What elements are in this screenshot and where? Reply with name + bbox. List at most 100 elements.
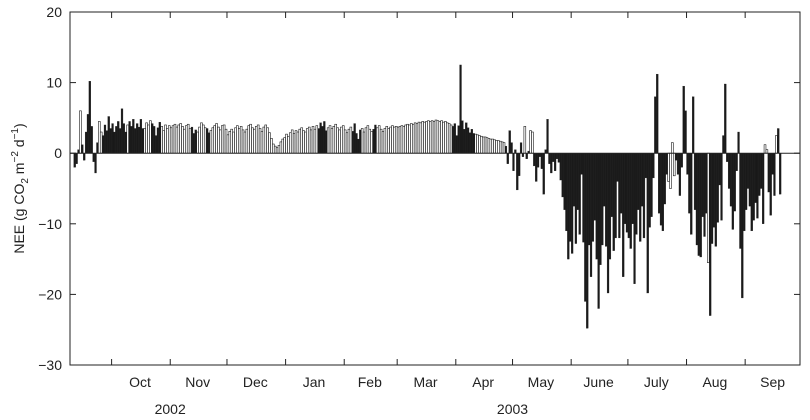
bar-measured — [690, 153, 693, 235]
bar-measured — [536, 153, 540, 168]
bar-measured — [111, 123, 114, 154]
bar-measured — [137, 126, 141, 154]
bar-measured — [769, 153, 772, 216]
bar-gapfilled — [188, 128, 192, 154]
bar-measured — [773, 153, 776, 196]
bar-gapfilled — [149, 120, 152, 154]
bar-measured — [554, 153, 557, 171]
bar-measured — [518, 153, 521, 176]
bar-measured — [752, 153, 755, 221]
ylabel-mid: m — [11, 163, 27, 179]
bar-gapfilled — [315, 125, 319, 154]
plot-border — [69, 11, 801, 366]
bar-measured — [521, 153, 525, 157]
bar-measured — [724, 83, 727, 154]
bar-measured — [714, 153, 717, 247]
bar-measured — [514, 149, 517, 154]
x-year-label: 2003 — [497, 401, 528, 417]
bar-measured — [663, 153, 666, 205]
bar-measured — [105, 130, 108, 154]
bar-measured — [682, 85, 685, 154]
bar-measured — [695, 153, 699, 246]
bar-measured — [629, 153, 632, 249]
bar-gapfilled — [99, 131, 103, 154]
bar-measured — [779, 153, 782, 195]
x-month-label: Aug — [702, 374, 727, 390]
bar-measured — [557, 153, 560, 163]
bar-measured — [642, 153, 646, 239]
bar-measured — [75, 153, 78, 164]
bar-measured — [567, 153, 570, 260]
bar-measured — [616, 153, 619, 182]
bar-measured — [661, 153, 664, 232]
bar-measured — [639, 153, 642, 242]
bar-measured — [154, 135, 158, 154]
bar-measured — [652, 153, 655, 179]
y-tick-label: −10 — [38, 216, 62, 232]
bar-gapfilled — [765, 149, 769, 154]
bar-measured — [550, 153, 553, 174]
y-tick-label: −20 — [38, 286, 62, 302]
bar-measured — [136, 123, 139, 154]
bar-measured — [729, 153, 733, 207]
y-tick-label: 10 — [46, 75, 62, 91]
ylabel-sup2: −1 — [10, 128, 21, 140]
bar-measured — [597, 153, 600, 309]
bar-measured — [153, 126, 156, 154]
y-axis-label: NEE (g CO2 m−2 d−1) — [10, 123, 31, 253]
bar-measured — [618, 153, 621, 239]
bar-measured — [605, 153, 608, 247]
bar-measured — [571, 153, 574, 254]
bar-measured — [321, 126, 324, 154]
y-tick-label: 20 — [46, 4, 62, 20]
x-month-label: Apr — [472, 374, 494, 390]
bar-measured — [561, 153, 564, 198]
bar-measured — [533, 153, 536, 167]
bar-measured — [745, 153, 748, 210]
bar-measured — [463, 129, 466, 154]
x-month-label: Jan — [303, 374, 326, 390]
bar-gapfilled — [671, 142, 674, 154]
bar-measured — [722, 135, 725, 154]
x-month-label: Sep — [760, 374, 785, 390]
bar-measured — [459, 64, 462, 154]
bar-gapfilled — [775, 135, 778, 154]
ylabel-sup: −2 — [10, 151, 21, 163]
bar-measured — [559, 153, 562, 181]
bar-measured — [572, 153, 576, 207]
bar-measured — [589, 153, 593, 277]
bar-measured — [756, 153, 759, 219]
bar-measured — [525, 153, 528, 159]
bar-measured — [680, 153, 683, 168]
bar-gapfilled — [707, 152, 710, 263]
bar-measured — [584, 153, 587, 302]
bar-gapfilled — [349, 126, 353, 154]
x-month-label: June — [583, 374, 614, 390]
bars-layer — [73, 64, 782, 329]
bar-measured — [546, 119, 549, 154]
bar-measured — [741, 153, 744, 299]
bar-gapfilled — [523, 126, 527, 154]
bar-measured — [676, 153, 680, 175]
y-axis: 20 10 0 −10 −20 −30 — [38, 4, 800, 373]
bar-measured — [535, 153, 538, 182]
bar-measured — [699, 153, 702, 258]
x-axis: Oct Nov Dec Jan Feb Mar Apr May June July Aug Sep 20… — [111, 12, 785, 417]
bar-measured — [686, 153, 689, 175]
bar-measured — [612, 153, 615, 251]
bar-measured — [453, 123, 456, 154]
bar-measured — [644, 153, 647, 179]
bar-measured — [355, 133, 358, 154]
bar-measured — [468, 132, 472, 154]
bar-measured — [603, 153, 606, 207]
x-month-label: July — [644, 374, 669, 390]
ylabel-end: ) — [11, 123, 27, 128]
bar-measured — [92, 153, 95, 162]
bar-measured — [622, 153, 625, 277]
bar-measured — [718, 153, 721, 186]
bar-measured — [591, 153, 595, 242]
bar-measured — [323, 121, 326, 154]
bar-measured — [762, 153, 765, 224]
bar-measured — [156, 127, 160, 154]
x-month-label: Feb — [358, 374, 382, 390]
